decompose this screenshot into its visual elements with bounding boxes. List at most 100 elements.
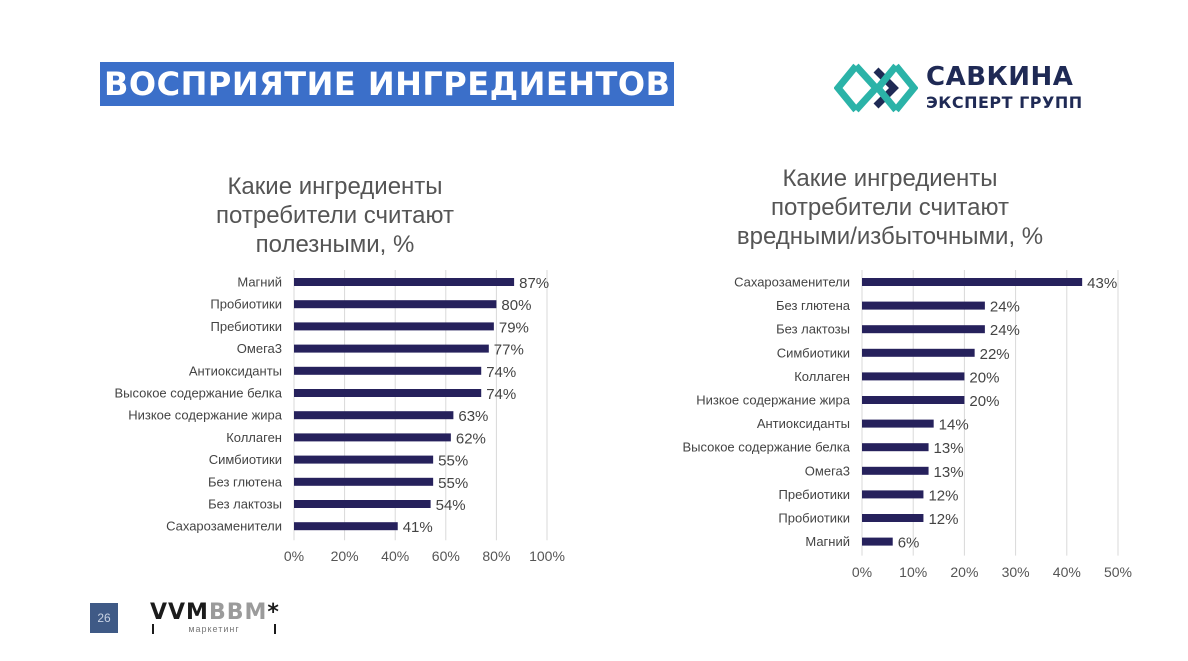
chart1-title-line: Какие ингредиенты — [227, 173, 443, 200]
bar — [862, 419, 934, 428]
data-label: 87% — [519, 275, 549, 292]
category-label: Коллаген — [794, 369, 850, 384]
logo-line2: ЭКСПЕРТ ГРУПП — [926, 93, 1083, 112]
category-label: Без глютена — [208, 474, 283, 489]
bar — [862, 443, 929, 452]
category-label: Омега3 — [237, 341, 282, 356]
chart2-title-line: вредными/избыточными, % — [736, 223, 1044, 250]
data-label: 74% — [486, 386, 516, 403]
x-tick-label: 0% — [852, 564, 872, 580]
category-label: Антиоксиданты — [757, 416, 850, 431]
category-label: Низкое содержание жира — [696, 393, 851, 408]
category-label: Магний — [805, 534, 850, 549]
x-tick-label: 20% — [950, 564, 978, 580]
bar — [294, 389, 482, 397]
data-label: 74% — [486, 364, 516, 381]
bar — [294, 278, 515, 286]
bar — [294, 477, 434, 486]
bar — [294, 411, 454, 420]
chart2-title-line: Какие ингредиенты — [782, 165, 998, 192]
bar — [294, 366, 482, 375]
data-label: 13% — [934, 464, 964, 481]
data-label: 6% — [898, 535, 920, 552]
data-label: 20% — [969, 369, 999, 386]
chart1-title-line: полезными, % — [255, 231, 415, 258]
savkina-logo-icon — [833, 63, 919, 113]
x-tick-label: 100% — [529, 548, 565, 564]
category-label: Антиоксиданты — [189, 363, 282, 378]
data-label: 13% — [934, 440, 964, 457]
data-label: 24% — [990, 322, 1020, 339]
bar — [862, 396, 965, 404]
category-label: Сахарозаменители — [734, 275, 850, 290]
category-label: Низкое содержание жира — [128, 408, 283, 423]
chart2-title: Какие ингредиенты потребители считают вр… — [700, 164, 1080, 251]
category-label: Сахарозаменители — [166, 519, 282, 534]
bar — [862, 278, 1083, 286]
data-label: 55% — [438, 453, 468, 470]
category-label: Пребиотики — [779, 487, 850, 502]
category-label: Без глютена — [776, 298, 851, 313]
category-label: Пребиотики — [211, 319, 282, 334]
category-label: Магний — [237, 275, 282, 290]
bar — [862, 325, 985, 334]
chart2-title-line: потребители считают — [771, 194, 1009, 221]
bar — [862, 537, 893, 546]
brand-name-light: BBM — [208, 600, 268, 625]
bar — [862, 348, 975, 357]
data-label: 62% — [456, 430, 486, 447]
x-tick-label: 30% — [1002, 564, 1030, 580]
data-label: 12% — [928, 487, 958, 504]
bar — [294, 344, 489, 353]
vvmbbm-logo: VVMBBM* маркетинг — [150, 600, 280, 636]
data-label: 79% — [499, 319, 529, 336]
bar — [294, 322, 494, 331]
category-label: Омега3 — [805, 463, 850, 478]
bar — [294, 433, 451, 442]
x-tick-label: 40% — [1053, 564, 1081, 580]
data-label: 63% — [458, 408, 488, 425]
bar — [294, 300, 497, 309]
x-tick-label: 10% — [899, 564, 927, 580]
brand-star-icon: * — [267, 600, 280, 625]
category-label: Высокое содержание белка — [682, 440, 850, 455]
data-label: 54% — [436, 497, 466, 514]
brand-name-dark: VVM — [150, 600, 209, 625]
page-number: 26 — [90, 603, 118, 633]
data-label: 55% — [438, 475, 468, 492]
x-tick-label: 50% — [1104, 564, 1132, 580]
logo-line1: САВКИНА — [926, 62, 1074, 92]
category-label: Высокое содержание белка — [114, 386, 282, 401]
bar — [294, 455, 434, 464]
brand-subtitle: маркетинг — [152, 624, 276, 634]
x-tick-label: 80% — [482, 548, 510, 564]
x-tick-label: 0% — [284, 548, 304, 564]
bar — [294, 522, 398, 531]
category-label: Пробиотики — [210, 297, 282, 312]
data-label: 22% — [980, 346, 1010, 363]
data-label: 41% — [403, 519, 433, 536]
chart1-title-line: потребители считают — [216, 202, 454, 229]
bar — [862, 372, 965, 381]
x-tick-label: 20% — [331, 548, 359, 564]
brand-name: VVMBBM* — [150, 600, 280, 625]
slide-title: ВОСПРИЯТИЕ ИНГРЕДИЕНТОВ — [100, 62, 675, 106]
bar — [862, 466, 929, 475]
bar — [862, 301, 985, 310]
data-label: 77% — [494, 342, 524, 359]
data-label: 43% — [1087, 275, 1117, 292]
chart1-title: Какие ингредиенты потребители считают по… — [175, 172, 495, 259]
category-label: Симбиотики — [777, 345, 850, 360]
data-label: 80% — [501, 297, 531, 314]
category-label: Симбиотики — [209, 452, 282, 467]
data-label: 12% — [928, 511, 958, 528]
category-label: Без лактозы — [776, 322, 850, 337]
x-tick-label: 40% — [381, 548, 409, 564]
category-label: Коллаген — [226, 430, 282, 445]
data-label: 20% — [969, 393, 999, 410]
bar — [294, 500, 431, 508]
savkina-logo: САВКИНА ЭКСПЕРТ ГРУПП — [833, 60, 1082, 116]
category-label: Без лактозы — [208, 497, 282, 512]
